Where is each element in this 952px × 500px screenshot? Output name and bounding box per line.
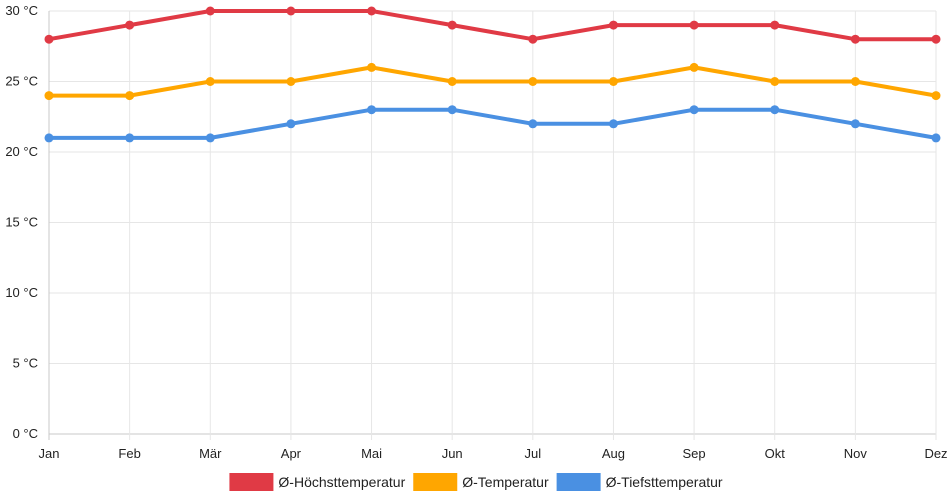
data-point — [286, 77, 296, 86]
data-point — [770, 105, 780, 115]
legend-item-0: Ø-Höchsttemperatur — [229, 473, 406, 491]
data-point — [850, 119, 860, 129]
y-tick-label: 15 °C — [5, 215, 38, 230]
legend-item-2: Ø-Tiefsttemperatur — [556, 473, 723, 491]
data-point — [205, 6, 215, 16]
data-point — [447, 20, 457, 30]
data-point — [367, 62, 377, 72]
chart-legend: Ø-Höchsttemperatur Ø-Temperatur Ø-Tiefstte… — [229, 473, 723, 491]
series-2 — [44, 105, 941, 143]
data-point — [931, 133, 941, 143]
data-point — [608, 20, 618, 30]
x-tick-label: Mai — [361, 446, 382, 461]
x-tick-label: Nov — [844, 446, 868, 461]
data-point — [447, 77, 457, 86]
y-tick-label: 25 °C — [5, 74, 38, 89]
chart-grid — [48, 10, 937, 440]
data-point — [205, 77, 215, 86]
data-point — [447, 105, 457, 115]
legend-swatch — [229, 473, 274, 491]
data-point — [608, 119, 618, 129]
series-line — [47, 9, 938, 42]
y-tick-label: 10 °C — [5, 285, 38, 300]
data-point — [770, 20, 780, 30]
x-tick-label: Jul — [525, 446, 542, 461]
data-point — [205, 133, 215, 143]
y-tick-label: 5 °C — [13, 356, 38, 371]
data-point — [125, 20, 135, 30]
data-point — [44, 34, 54, 44]
data-point — [44, 133, 54, 143]
data-point — [367, 105, 377, 115]
data-point — [931, 91, 941, 101]
data-point — [286, 119, 296, 129]
legend-swatch — [413, 473, 458, 491]
data-point — [850, 34, 860, 44]
series-0 — [44, 6, 941, 44]
x-tick-label: Aug — [602, 446, 625, 461]
series-line — [47, 107, 938, 140]
y-tick-label: 30 °C — [5, 3, 38, 18]
data-point — [44, 91, 54, 101]
x-tick-label: Sep — [683, 446, 706, 461]
chart-series — [44, 6, 941, 143]
data-point — [125, 91, 135, 101]
data-point — [931, 34, 941, 44]
x-axis: Jan Feb Mär Apr Mai Jun Jul Aug Sep Okt Nov Dez — [39, 446, 948, 461]
data-point — [608, 77, 618, 86]
legend-item-1: Ø-Temperatur — [413, 473, 549, 491]
data-point — [689, 62, 699, 72]
x-tick-label: Apr — [281, 446, 302, 461]
series-1 — [44, 62, 941, 101]
series-line — [47, 65, 938, 98]
x-tick-label: Dez — [924, 446, 947, 461]
y-tick-label: 20 °C — [5, 144, 38, 159]
data-point — [689, 20, 699, 30]
legend-label: Ø-Temperatur — [462, 474, 549, 490]
data-point — [528, 34, 538, 44]
data-point — [125, 133, 135, 143]
x-tick-label: Okt — [765, 446, 786, 461]
data-point — [286, 6, 296, 16]
x-tick-label: Feb — [118, 446, 140, 461]
y-axis: 0 °C 5 °C 10 °C 15 °C 20 °C 25 °C 30 °C — [5, 3, 38, 441]
legend-label: Ø-Höchsttemperatur — [278, 474, 405, 490]
y-tick-label: 0 °C — [13, 426, 38, 441]
data-point — [528, 119, 538, 129]
legend-swatch — [556, 473, 601, 491]
data-point — [367, 6, 377, 16]
x-tick-label: Mär — [199, 446, 222, 461]
data-point — [770, 77, 780, 86]
x-tick-label: Jan — [39, 446, 60, 461]
legend-label: Ø-Tiefsttemperatur — [606, 474, 723, 490]
data-point — [850, 77, 860, 86]
x-tick-label: Jun — [442, 446, 463, 461]
data-point — [689, 105, 699, 115]
data-point — [528, 77, 538, 86]
